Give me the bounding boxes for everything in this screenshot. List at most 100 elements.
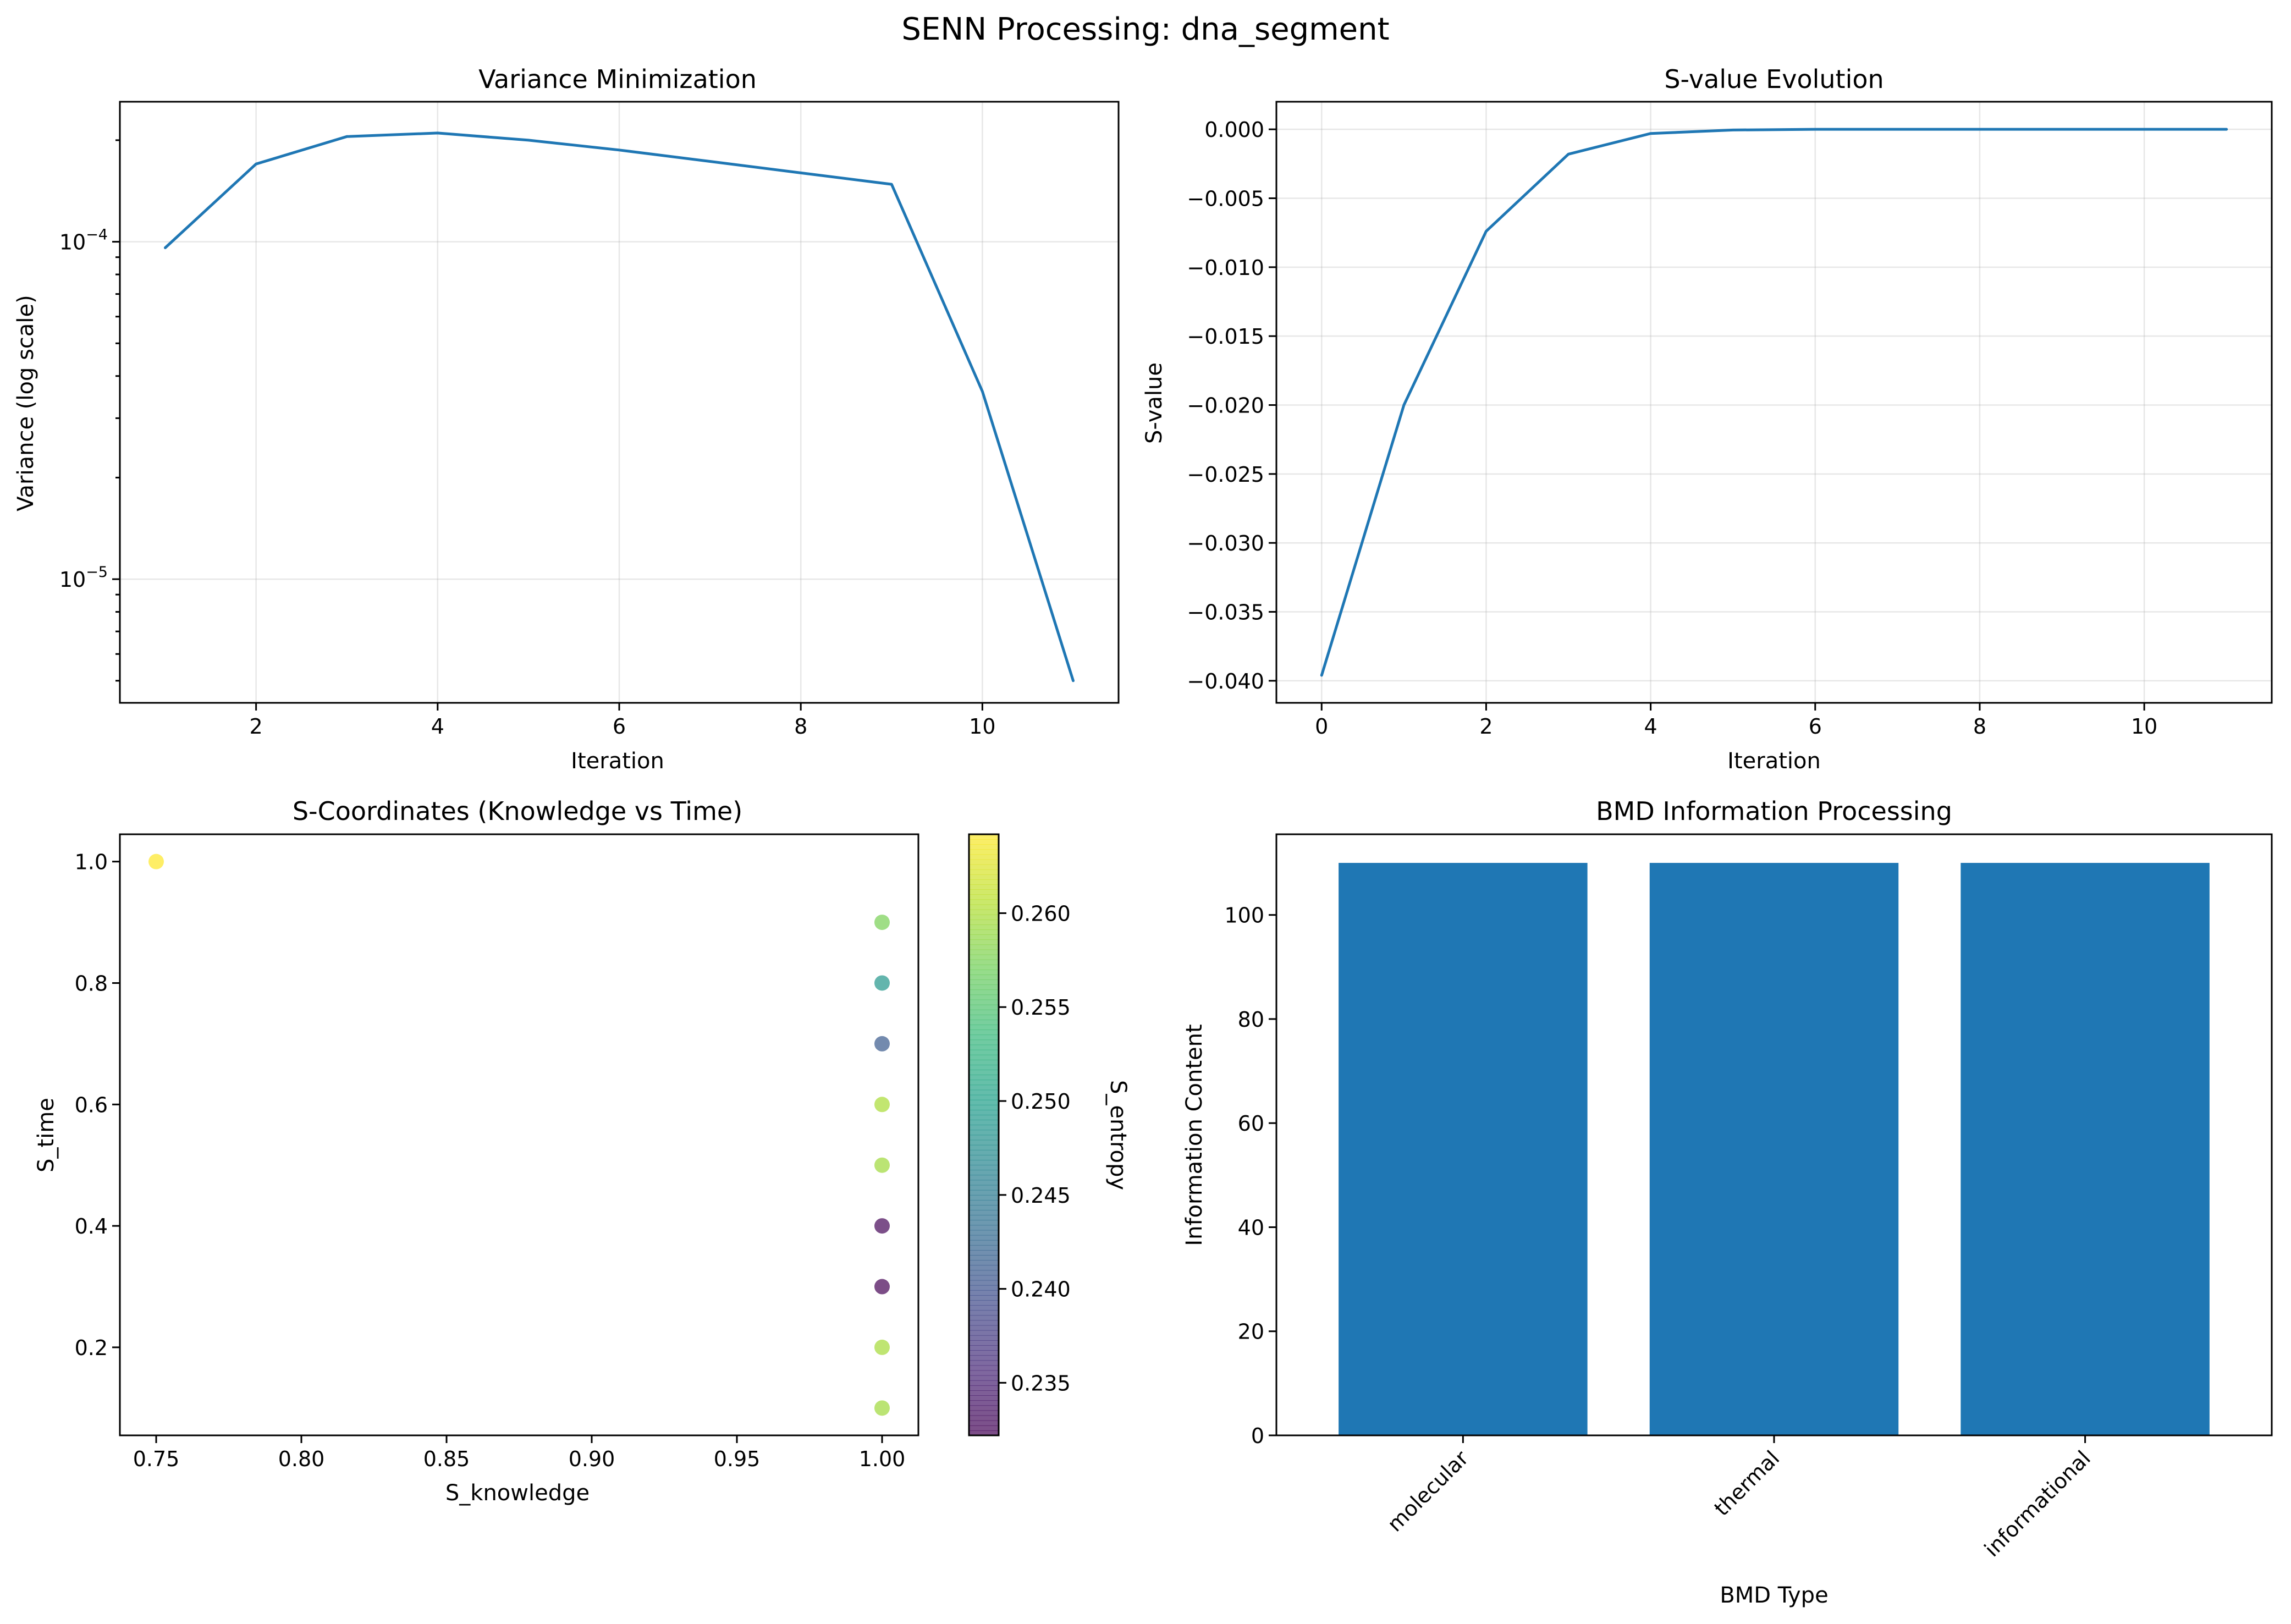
colorbar-segment — [969, 919, 999, 925]
colorbar-segment — [969, 844, 999, 850]
panel-title: BMD Information Processing — [1596, 796, 1952, 826]
colorbar-segment — [969, 1165, 999, 1171]
y-axis-label: Variance (log scale) — [13, 295, 38, 511]
colorbar-segment — [969, 1315, 999, 1321]
colorbar-segment — [969, 1025, 999, 1031]
scatter-point — [874, 1097, 890, 1113]
colorbar-segment — [969, 1255, 999, 1261]
colorbar-segment — [969, 1190, 999, 1196]
colorbar-segment — [969, 1199, 999, 1205]
colorbar-segment — [969, 1139, 999, 1146]
x-tick-label: 2 — [250, 714, 263, 739]
colorbar-tick-label: 0.260 — [1011, 901, 1071, 926]
colorbar-tick-label: 0.240 — [1011, 1278, 1071, 1302]
x-tick-label: 4 — [431, 714, 444, 739]
x-tick-label: 0.90 — [569, 1447, 615, 1471]
colorbar-segment — [969, 1295, 999, 1301]
x-tick-label: 10 — [2131, 714, 2157, 739]
colorbar-segment — [969, 1415, 999, 1421]
x-axis-label: Iteration — [571, 748, 664, 774]
colorbar-segment — [969, 1120, 999, 1126]
colorbar-segment — [969, 1249, 999, 1256]
colorbar-segment — [969, 914, 999, 920]
colorbar-segment — [969, 889, 999, 895]
x-tick-label: 0.95 — [714, 1447, 761, 1471]
colorbar-segment — [969, 879, 999, 885]
colorbar-segment — [969, 1330, 999, 1336]
colorbar-segment — [969, 899, 999, 905]
colorbar-segment — [969, 869, 999, 875]
y-tick-label: 20 — [1238, 1320, 1264, 1344]
x-tick-label: 0.85 — [423, 1447, 470, 1471]
colorbar-segment — [969, 1365, 999, 1371]
colorbar-frame — [968, 833, 1000, 1436]
colorbar-segment — [969, 864, 999, 870]
y-tick-label: 60 — [1238, 1111, 1264, 1136]
colorbar-segment — [969, 944, 999, 950]
x-tick-label: informational — [1980, 1446, 2095, 1561]
y-tick-label: 40 — [1238, 1215, 1264, 1240]
colorbar-segment — [969, 1075, 999, 1081]
colorbar-segment — [969, 1410, 999, 1416]
colorbar-segment — [969, 1039, 999, 1045]
colorbar-segment — [969, 929, 999, 935]
colorbar-segment — [969, 964, 999, 970]
y-axis-label: S-value — [1142, 362, 1167, 444]
colorbar-segment — [969, 1059, 999, 1065]
colorbar-segment — [969, 1084, 999, 1091]
y-tick-label: 0.4 — [75, 1214, 108, 1238]
colorbar-segment — [969, 1285, 999, 1291]
colorbar-segment — [969, 1125, 999, 1131]
x-tick-label: 8 — [794, 714, 807, 739]
colorbar-segment — [969, 1215, 999, 1221]
scatter-point — [874, 915, 890, 931]
y-tick-label: 0.6 — [75, 1093, 108, 1117]
colorbar-segment — [969, 1395, 999, 1401]
bar — [1339, 863, 1588, 1435]
colorbar-segment — [969, 1230, 999, 1236]
y-tick-label: −0.030 — [1187, 531, 1264, 555]
y-tick-label: −0.035 — [1187, 601, 1264, 625]
panel-title: S-Coordinates (Knowledge vs Time) — [293, 796, 742, 826]
bar — [1960, 863, 2210, 1435]
x-tick-label: 2 — [1479, 714, 1493, 739]
colorbar-segment — [969, 1094, 999, 1100]
colorbar-segment — [969, 1220, 999, 1226]
colorbar-segment — [969, 959, 999, 965]
colorbar-segment — [969, 1104, 999, 1110]
colorbar-segment — [969, 1325, 999, 1331]
colorbar-segment — [969, 1009, 999, 1015]
colorbar-segment — [969, 984, 999, 990]
colorbar-segment — [969, 1305, 999, 1311]
axes-frame — [1275, 101, 2273, 704]
colorbar-segment — [969, 1034, 999, 1041]
colorbar-segment — [969, 1080, 999, 1086]
colorbar-segment — [969, 1360, 999, 1366]
colorbar-segment — [969, 1380, 999, 1386]
colorbar-segment — [969, 1049, 999, 1055]
colorbar-segment — [969, 1265, 999, 1271]
scatter-point — [874, 1279, 890, 1295]
colorbar-segment — [969, 949, 999, 955]
colorbar-segment — [969, 1400, 999, 1406]
x-axis-label: Iteration — [1727, 748, 1821, 774]
y-tick-label: 0.8 — [75, 971, 108, 995]
colorbar-segment — [969, 1194, 999, 1201]
colorbar-tick-label: 0.250 — [1011, 1089, 1071, 1114]
y-tick-label: 80 — [1238, 1008, 1264, 1032]
axes-frame — [119, 833, 919, 1436]
colorbar-label: S_entropy — [1105, 1080, 1131, 1190]
colorbar-segment — [969, 1270, 999, 1276]
colorbar-segment — [969, 1280, 999, 1286]
scatter-point — [874, 1157, 890, 1173]
colorbar-segment — [969, 1345, 999, 1351]
colorbar-segment — [969, 1064, 999, 1070]
colorbar-segment — [969, 1375, 999, 1381]
colorbar-segment — [969, 1154, 999, 1160]
scatter-point — [874, 975, 890, 991]
colorbar-segment — [969, 1300, 999, 1306]
colorbar-segment — [969, 1109, 999, 1115]
panel-title: Variance Minimization — [478, 64, 757, 94]
y-tick-label: −0.005 — [1187, 186, 1264, 211]
